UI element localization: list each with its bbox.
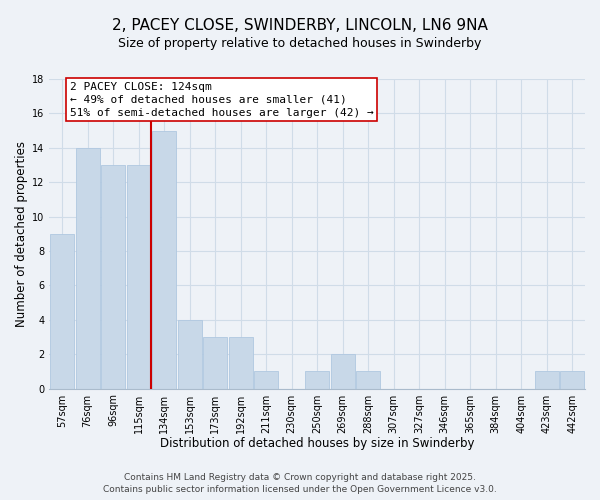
Bar — [229, 337, 253, 388]
Text: 2, PACEY CLOSE, SWINDERBY, LINCOLN, LN6 9NA: 2, PACEY CLOSE, SWINDERBY, LINCOLN, LN6 … — [112, 18, 488, 32]
Text: Size of property relative to detached houses in Swinderby: Size of property relative to detached ho… — [118, 38, 482, 51]
Bar — [356, 372, 380, 388]
Bar — [331, 354, 355, 388]
Bar — [127, 165, 151, 388]
Bar — [535, 372, 559, 388]
Bar — [76, 148, 100, 388]
Text: 2 PACEY CLOSE: 124sqm
← 49% of detached houses are smaller (41)
51% of semi-deta: 2 PACEY CLOSE: 124sqm ← 49% of detached … — [70, 82, 374, 118]
Bar — [560, 372, 584, 388]
Bar — [101, 165, 125, 388]
Bar — [50, 234, 74, 388]
X-axis label: Distribution of detached houses by size in Swinderby: Distribution of detached houses by size … — [160, 437, 475, 450]
Bar — [178, 320, 202, 388]
Bar — [152, 130, 176, 388]
Text: Contains HM Land Registry data © Crown copyright and database right 2025.
Contai: Contains HM Land Registry data © Crown c… — [103, 472, 497, 494]
Bar — [254, 372, 278, 388]
Bar — [203, 337, 227, 388]
Bar — [305, 372, 329, 388]
Y-axis label: Number of detached properties: Number of detached properties — [15, 141, 28, 327]
